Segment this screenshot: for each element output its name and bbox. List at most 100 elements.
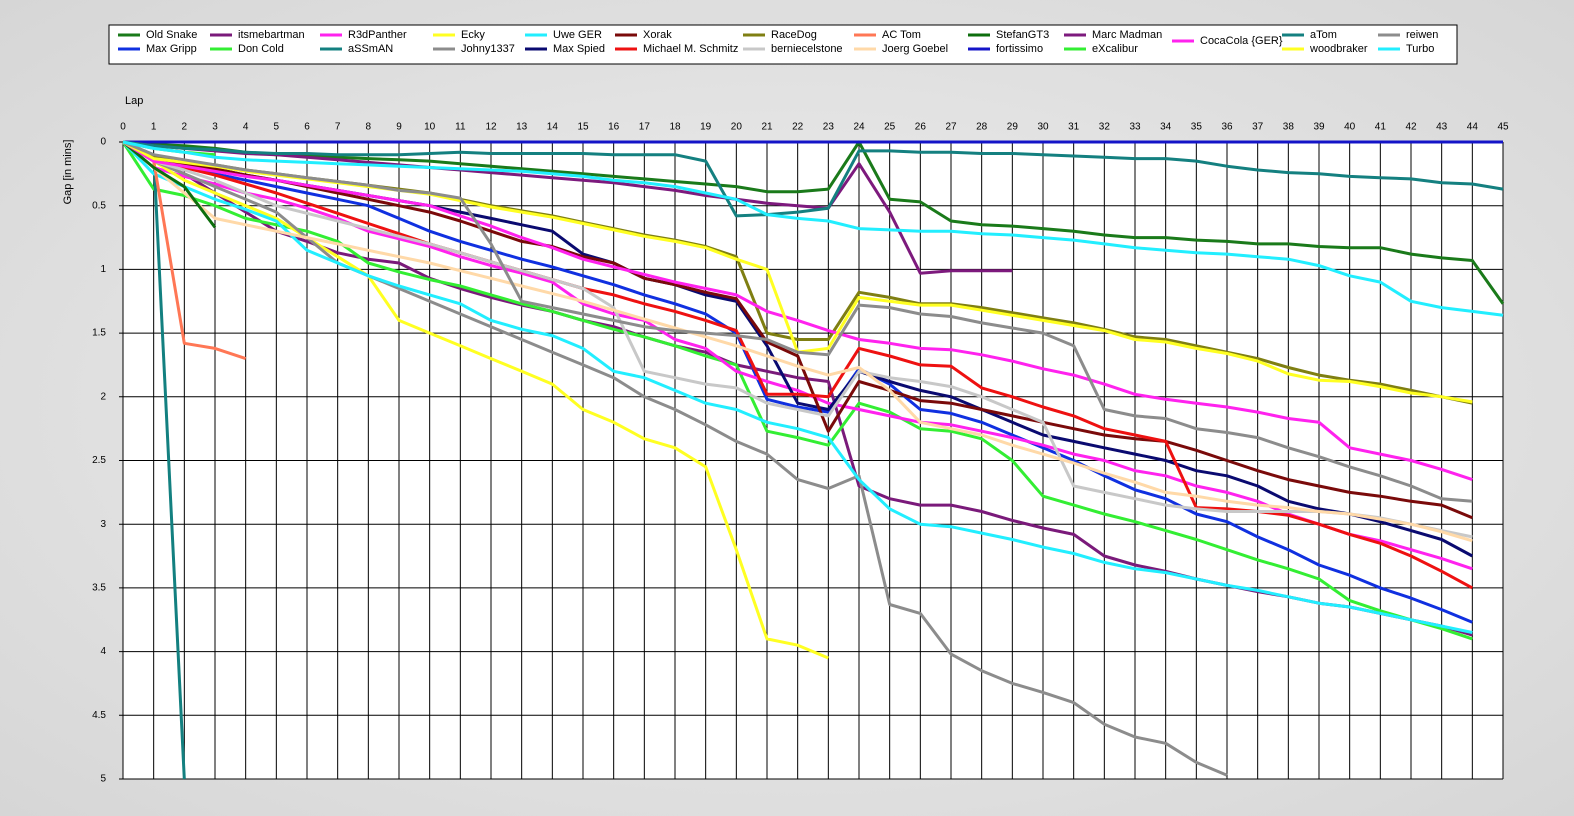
series-line <box>122 140 1473 624</box>
legend-label: Ecky <box>461 29 485 41</box>
x-tick-label: 29 <box>1007 122 1019 133</box>
legend-label: CocaCola {GER} <box>1200 35 1283 47</box>
legend-label: aSSmAN <box>348 43 393 55</box>
x-tick-label: 28 <box>976 122 988 133</box>
x-tick-label: 25 <box>884 122 896 133</box>
x-tick-label: 36 <box>1221 122 1233 133</box>
x-tick-label: 4 <box>243 122 249 133</box>
x-tick-label: 2 <box>182 122 188 133</box>
x-tick-label: 14 <box>547 122 559 133</box>
legend-label: berniecelstone <box>771 43 843 55</box>
legend-label: aTom <box>1310 29 1337 41</box>
x-tick-label: 15 <box>577 122 589 133</box>
legend-label: StefanGT3 <box>996 29 1049 41</box>
lines <box>121 140 1505 780</box>
x-tick-label: 43 <box>1436 122 1448 133</box>
legend-label: Max Gripp <box>146 43 197 55</box>
x-tick-label: 5 <box>274 122 280 133</box>
series-line <box>122 140 1473 539</box>
legend-label: Old Snake <box>146 29 197 41</box>
y-tick-label: 2.5 <box>92 455 106 466</box>
legend-label: Michael M. Schmitz <box>643 43 738 55</box>
x-tick-label: 34 <box>1160 122 1172 133</box>
legend-label: R3dPanther <box>348 29 407 41</box>
x-tick-label: 18 <box>669 122 681 133</box>
x-tick-label: 38 <box>1283 122 1295 133</box>
x-tick-label: 20 <box>731 122 743 133</box>
series-line <box>122 140 1504 317</box>
legend-label: Xorak <box>643 29 672 41</box>
x-tick-label: 35 <box>1191 122 1203 133</box>
legend-label: Don Cold <box>238 43 284 55</box>
x-tick-label: 39 <box>1313 122 1325 133</box>
x-tick-label: 8 <box>366 122 372 133</box>
y-tick-label: 1 <box>100 264 106 275</box>
x-tick-label: 11 <box>455 122 466 133</box>
x-tick-label: 41 <box>1375 122 1387 133</box>
x-tick-label: 42 <box>1405 122 1417 133</box>
x-tick-label: 1 <box>151 122 157 133</box>
y-tick-label: 0.5 <box>92 200 106 211</box>
y-tick-label: 1.5 <box>92 328 106 339</box>
x-tick-label: 7 <box>335 122 341 133</box>
x-tick-label: 37 <box>1252 122 1264 133</box>
legend-label: itsmebartman <box>238 29 305 41</box>
legend-label: Johny1337 <box>461 43 515 55</box>
y-tick-label: 3 <box>100 519 106 530</box>
x-tick-label: 21 <box>761 122 773 133</box>
x-tick-label: 27 <box>945 122 957 133</box>
legend: Old Snake Max Gripp itsmebartman Don Cold R3… <box>118 29 1438 55</box>
x-tick-label: 17 <box>639 122 651 133</box>
series-line <box>122 140 1505 305</box>
y-axis-label: Gap [in mins] <box>62 140 74 205</box>
series-line <box>121 141 1473 641</box>
series-line <box>122 140 1473 482</box>
x-tick-label: 16 <box>608 122 620 133</box>
x-tick-label: 22 <box>792 122 804 133</box>
legend-label: Marc Madman <box>1092 29 1162 41</box>
x-tick-label: 19 <box>700 122 712 133</box>
x-tick-label: 26 <box>915 122 927 133</box>
x-tick-label: 12 <box>485 122 497 133</box>
x-tick-label: 30 <box>1037 122 1049 133</box>
x-tick-label: 10 <box>424 122 436 133</box>
legend-label: woodbraker <box>1309 43 1368 55</box>
legend-box <box>108 24 1458 65</box>
x-tick-label: 32 <box>1099 122 1111 133</box>
x-tick-label: 31 <box>1068 122 1080 133</box>
x-tick-label: 0 <box>120 122 126 133</box>
x-axis-label: Lap <box>125 95 143 107</box>
y-tick-label: 5 <box>100 774 106 785</box>
x-tick-label: 6 <box>304 122 310 133</box>
legend-label: Uwe GER <box>553 29 602 41</box>
legend-label: fortissimo <box>996 43 1043 55</box>
y-tick-label: 3.5 <box>92 583 106 594</box>
legend-label: Max Spied <box>553 43 605 55</box>
series-line <box>122 140 829 660</box>
x-tick-label: 40 <box>1344 122 1356 133</box>
x-tick-label: 24 <box>853 122 865 133</box>
legend-label: AC Tom <box>882 29 921 41</box>
y-tick-label: 4 <box>100 646 106 657</box>
series-line <box>122 140 1473 543</box>
legend-label: RaceDog <box>771 29 817 41</box>
x-tick-label: 33 <box>1129 122 1141 133</box>
y-tick-label: 0 <box>100 137 106 148</box>
series-line <box>122 140 1473 520</box>
legend-label: Joerg Goebel <box>882 43 948 55</box>
x-tick-label: 9 <box>396 122 402 133</box>
x-tick-label: 23 <box>823 122 835 133</box>
x-tick-label: 3 <box>212 122 218 133</box>
y-tick-label: 2 <box>100 391 106 402</box>
series-line <box>122 140 1473 503</box>
legend-label: reiwen <box>1406 29 1438 41</box>
x-tick-label: 45 <box>1497 122 1509 133</box>
series-line <box>121 140 1473 634</box>
series-line <box>122 140 217 229</box>
y-tick-label: 4.5 <box>92 710 106 721</box>
legend-label: eXcalibur <box>1092 43 1138 55</box>
x-tick-label: 13 <box>516 122 528 133</box>
series-line <box>122 140 1504 218</box>
legend-label: Turbo <box>1406 43 1434 55</box>
